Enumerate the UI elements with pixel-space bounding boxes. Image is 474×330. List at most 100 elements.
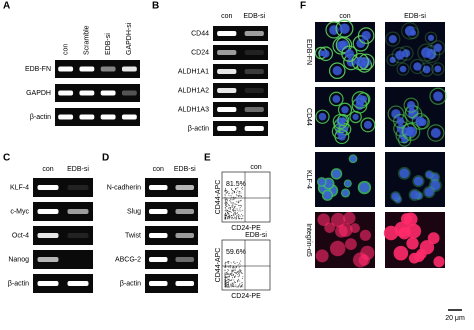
event-dot xyxy=(230,196,232,198)
cell xyxy=(349,223,360,234)
cell xyxy=(349,110,362,124)
event-dot xyxy=(238,190,240,192)
event-dot xyxy=(234,266,236,268)
event-dot xyxy=(225,204,227,206)
event-dot xyxy=(237,201,239,203)
event-dot xyxy=(233,269,235,271)
event-dot xyxy=(225,280,227,282)
event-dot xyxy=(237,286,238,288)
event-dot xyxy=(231,286,232,288)
event-dot xyxy=(226,272,228,274)
nucleus xyxy=(430,180,441,191)
cell xyxy=(409,58,425,75)
event-dot xyxy=(240,284,242,286)
band xyxy=(58,90,74,96)
event-dot xyxy=(228,275,230,277)
nucleus xyxy=(413,62,422,71)
cell xyxy=(386,53,399,67)
cell xyxy=(359,229,371,241)
gel-strip xyxy=(213,64,268,79)
band xyxy=(79,90,95,96)
row-label: CD44 xyxy=(191,30,209,37)
event-dot xyxy=(230,279,232,281)
nucleus xyxy=(433,91,443,102)
event-dot xyxy=(225,192,227,193)
plot-frame xyxy=(221,239,271,291)
event-dot xyxy=(224,191,226,193)
band xyxy=(175,257,195,262)
event-dot xyxy=(228,282,230,284)
event-dot xyxy=(231,275,233,277)
event-dot xyxy=(235,201,237,203)
event-dot xyxy=(235,212,237,214)
gel-strip xyxy=(213,102,268,117)
event-dot xyxy=(236,208,238,210)
event-dot xyxy=(235,194,237,196)
band xyxy=(67,281,89,286)
event-dot xyxy=(235,272,237,274)
band xyxy=(244,88,264,93)
nucleus xyxy=(427,34,435,41)
gel-strip xyxy=(33,250,93,269)
event-dot xyxy=(228,195,230,197)
event-dot xyxy=(239,190,241,192)
cell xyxy=(403,97,419,113)
event-dot xyxy=(225,277,227,279)
row-label: CD44 xyxy=(305,108,312,126)
event-dot xyxy=(235,284,237,286)
event-dot xyxy=(236,214,238,216)
nucleus xyxy=(352,113,359,121)
event-dot xyxy=(229,210,231,212)
event-dot xyxy=(230,217,232,219)
event-dot xyxy=(235,266,237,268)
cell xyxy=(329,91,344,107)
event-dot xyxy=(226,272,227,274)
event-dot xyxy=(238,217,240,219)
event-dot xyxy=(234,217,236,218)
band xyxy=(67,233,89,238)
nucleus xyxy=(344,180,351,187)
nucleus xyxy=(396,117,405,125)
row-label: ALDH1A3 xyxy=(178,106,209,113)
gel-strip xyxy=(55,84,140,102)
band xyxy=(79,114,95,120)
lane-label: EDB-si xyxy=(174,166,196,173)
cell xyxy=(317,213,330,227)
event-dot xyxy=(233,198,235,200)
cell xyxy=(383,225,399,241)
cell xyxy=(401,22,419,40)
event-dot xyxy=(228,280,230,282)
event-dot xyxy=(239,218,241,220)
band xyxy=(148,209,168,214)
event-dot xyxy=(231,192,233,194)
band xyxy=(217,69,237,74)
event-dot xyxy=(233,209,234,211)
event-dot xyxy=(239,270,241,272)
event-dot xyxy=(239,283,241,285)
event-dot xyxy=(225,210,227,212)
event-dot xyxy=(238,273,240,275)
event-dot xyxy=(224,282,226,284)
event-dot xyxy=(237,264,239,266)
event-dot xyxy=(242,209,244,211)
cell xyxy=(332,113,349,130)
event-dot xyxy=(233,214,234,216)
panel-label: A xyxy=(3,1,10,12)
event-dot xyxy=(232,284,234,286)
gel-strip xyxy=(145,202,198,221)
band xyxy=(121,114,137,120)
event-dot xyxy=(234,206,235,208)
cell xyxy=(430,40,446,56)
band xyxy=(148,233,168,238)
nucleus xyxy=(391,109,401,119)
event-dot xyxy=(227,212,229,214)
event-dot xyxy=(241,213,242,215)
event-dot xyxy=(238,267,240,269)
nucleus xyxy=(413,176,424,186)
event-dot xyxy=(238,191,240,193)
event-dot xyxy=(231,285,233,287)
event-dot xyxy=(231,202,233,204)
event-dot xyxy=(236,187,238,189)
event-dot xyxy=(224,194,226,195)
event-dot xyxy=(227,218,229,220)
